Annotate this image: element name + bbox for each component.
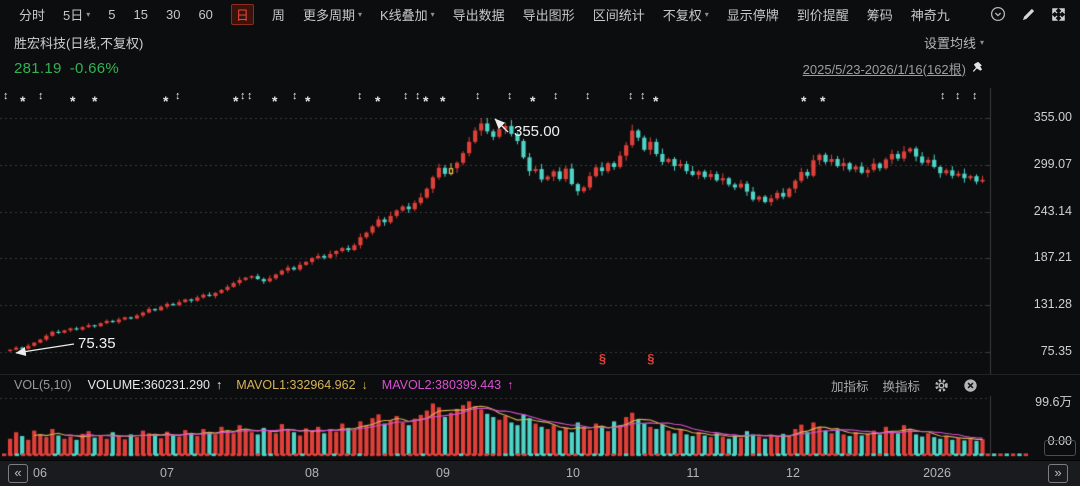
fullscreen-icon[interactable] bbox=[1051, 7, 1066, 22]
date-range-label: 2025/5/23-2026/1/16(162根) bbox=[802, 61, 966, 77]
chevron-down-icon: ▾ bbox=[86, 9, 91, 19]
time-axis-label: 08 bbox=[305, 466, 319, 480]
ma-settings-label: 设置均线 bbox=[923, 35, 976, 51]
last-price: 281.19 -0.66% bbox=[14, 60, 127, 77]
time-axis-label: 09 bbox=[436, 466, 450, 480]
price-row: 281.19 -0.66% 2025/5/23-2026/1/16(162根) bbox=[14, 58, 984, 78]
tab-60min[interactable]: 60 bbox=[198, 6, 213, 22]
menu-more-periods[interactable]: 更多周期 ▾ bbox=[302, 7, 362, 23]
date-range-link[interactable]: 2025/5/23-2026/1/16(162根) bbox=[803, 59, 984, 78]
volume-direction-arrow: ↑ bbox=[215, 378, 223, 392]
chart-title: 胜宏科技(日线,不复权) bbox=[14, 35, 144, 51]
scroll-left-button[interactable]: « bbox=[8, 464, 28, 483]
candlestick-chart-canvas[interactable] bbox=[0, 88, 992, 374]
candle-colors-strip[interactable] bbox=[2, 453, 1032, 457]
ex-rights-marker[interactable]: § bbox=[647, 351, 655, 366]
volume-value: VOLUME:360231.290 bbox=[87, 378, 210, 392]
price-axis-label: 187.21 bbox=[1033, 250, 1072, 265]
scroll-right-button[interactable]: » bbox=[1048, 464, 1068, 483]
volume-axis-max: 99.6万 bbox=[1035, 395, 1072, 409]
chevron-down-icon: ▾ bbox=[357, 9, 362, 19]
chevron-down-icon: ▾ bbox=[704, 9, 709, 19]
volume-indicator-bar: VOL(5,10) VOLUME:360231.290 ↑ MAVOL1:332… bbox=[0, 374, 1080, 395]
btn-export-data[interactable]: 导出数据 bbox=[452, 7, 505, 23]
tab-30min[interactable]: 30 bbox=[165, 6, 181, 22]
time-axis-label: 2026 bbox=[923, 466, 951, 480]
tab-daily[interactable]: 日 bbox=[230, 3, 254, 25]
btn-range-stats[interactable]: 区间统计 bbox=[592, 7, 645, 23]
btn-show-suspended[interactable]: 显示停牌 bbox=[726, 7, 779, 23]
indicator-close-icon[interactable] bbox=[963, 378, 978, 393]
price-axis-label: 131.28 bbox=[1033, 297, 1072, 312]
time-axis-label: 07 bbox=[160, 466, 174, 480]
chevron-down-icon: ▾ bbox=[979, 37, 984, 47]
mavol2-direction-arrow: ↑ bbox=[507, 378, 514, 392]
tab-5day[interactable]: 5日 ▾ bbox=[63, 7, 91, 23]
tab-weekly[interactable]: 周 bbox=[271, 7, 285, 23]
chart-header-row: 胜宏科技(日线,不复权) 设置均线 ▾ bbox=[14, 32, 984, 52]
mavol1-direction-arrow: ↓ bbox=[361, 378, 368, 392]
ex-rights-marker[interactable]: § bbox=[598, 351, 607, 366]
btn-chips[interactable]: 筹码 bbox=[866, 7, 893, 23]
tab-15min[interactable]: 15 bbox=[133, 6, 148, 22]
volume-indicator-name: VOL(5,10) bbox=[14, 378, 72, 392]
pin-icon bbox=[972, 61, 983, 72]
tab-timeshare[interactable]: 分时 bbox=[19, 7, 46, 23]
volume-axis-min: 0.00 bbox=[1047, 434, 1072, 448]
time-axis-label: 12 bbox=[786, 466, 800, 480]
price-axis-label: 243.14 bbox=[1033, 203, 1072, 218]
time-axis: « » 06 07 08 09 10 11 12 2026 bbox=[0, 460, 1080, 486]
ma-settings-button[interactable]: 设置均线 ▾ bbox=[924, 33, 984, 52]
time-axis-label: 06 bbox=[33, 466, 47, 480]
chevron-down-icon: ▾ bbox=[430, 9, 435, 19]
btn-price-alert[interactable]: 到价提醒 bbox=[796, 7, 849, 23]
mavol1-value: MAVOL1:332964.962 bbox=[236, 378, 356, 392]
price-axis-label: 299.07 bbox=[1033, 156, 1072, 171]
scroll-corner-box bbox=[1044, 440, 1076, 456]
price-axis: 355.00 299.07 243.14 187.21 131.28 75.35 bbox=[992, 88, 1080, 374]
change-percent: -0.66% bbox=[69, 59, 120, 77]
volume-chart-canvas[interactable] bbox=[0, 396, 992, 456]
indicator-settings-gear-icon[interactable] bbox=[934, 378, 949, 393]
price-axis-label: 75.35 bbox=[1040, 344, 1072, 358]
time-axis-label: 11 bbox=[686, 466, 700, 480]
mavol2-value: MAVOL2:380399.443 bbox=[381, 378, 502, 392]
magic-nine-dropdown-icon[interactable] bbox=[990, 6, 1006, 22]
add-indicator-button[interactable]: 加指标 bbox=[830, 379, 869, 394]
menu-kline-overlay[interactable]: K线叠加 ▾ bbox=[379, 7, 435, 23]
switch-indicator-button[interactable]: 换指标 bbox=[882, 379, 920, 394]
top-toolbar: 分时 5日 ▾ 5 15 30 60 日 周 更多周期 ▾ K线叠加 ▾ 导出数据 导出图形 区间统计 不复权 ▾… bbox=[0, 0, 1080, 28]
btn-magic-nine[interactable]: 神奇九 bbox=[910, 7, 950, 23]
time-axis-label: 10 bbox=[566, 466, 580, 480]
price-axis-label: 355.00 bbox=[1033, 110, 1072, 124]
tab-5min[interactable]: 5 bbox=[108, 6, 116, 22]
toolbar-icons bbox=[990, 6, 1080, 22]
btn-export-image[interactable]: 导出图形 bbox=[522, 7, 575, 23]
draw-tool-icon[interactable] bbox=[1021, 7, 1036, 22]
last-price-value: 281.19 bbox=[14, 59, 62, 77]
menu-adjust-mode[interactable]: 不复权 ▾ bbox=[662, 7, 709, 23]
